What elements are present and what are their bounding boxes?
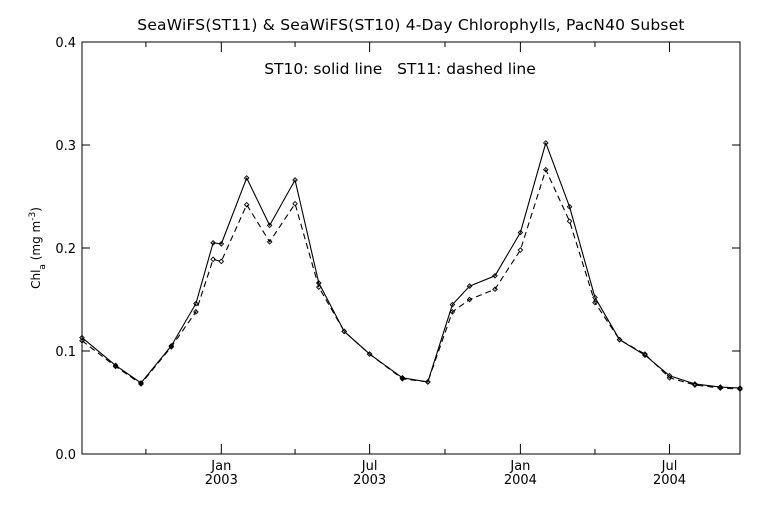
line-style-annotation: ST10: solid line ST11: dashed line [264,60,536,78]
plot-frame [81,41,741,455]
point-st11-6 [218,258,225,265]
y-axis-label-base: Chl [29,270,43,289]
point-st11-4 [193,309,199,315]
chart-title: SeaWiFS(ST11) & SeaWiFS(ST10) 4-Day Chlo… [137,16,684,34]
x-tick-year-label-3: 2004 [653,473,686,488]
point-st11-19 [542,166,549,173]
y-axis-label: Chla (mg m-3) [28,207,48,289]
x-tick-year-label-2: 2004 [504,473,537,488]
point-st10-17 [492,272,498,279]
point-st10-4 [193,300,199,307]
point-st11-0 [79,337,85,344]
point-st11-1 [112,363,119,370]
point-st11-24 [666,374,673,381]
y-tick-label-3: 0.3 [55,139,76,154]
point-st11-22 [616,336,623,343]
point-st11-2 [138,381,144,387]
y-axis-label-mid: (mg m [29,221,43,264]
point-st11-25 [692,382,698,388]
point-st11-7 [243,201,250,208]
point-st11-16 [466,296,473,303]
point-st10-5 [210,240,216,246]
x-tick-month-label-1: Jul [361,459,378,474]
point-st11-13 [399,375,406,382]
x-tick-year-label-1: 2003 [353,473,386,488]
y-tick-label-0: 0.0 [55,448,76,463]
point-st10-0 [79,334,85,341]
point-st11-5 [210,256,216,263]
x-tick-month-label-2: Jan [509,459,530,474]
point-st10-6 [218,241,225,247]
point-st10-18 [517,229,524,236]
point-st10-15 [449,301,456,308]
point-st11-15 [449,309,456,315]
y-tick-label-2: 0.2 [55,242,76,257]
point-st11-9 [292,200,298,207]
point-st11-12 [366,351,373,357]
point-st11-26 [717,385,724,391]
y-tick-label-1: 0.1 [55,345,76,360]
x-tick-month-label-0: Jan [210,459,231,474]
y-axis-label-sub: a [38,264,48,270]
point-st11-10 [315,284,322,290]
y-axis-label-sup: -3 [28,212,38,221]
point-st11-8 [266,238,273,245]
y-tick-label-4: 0.4 [55,36,76,51]
point-st10-13 [399,374,406,381]
series-layer [79,140,743,392]
point-st10-21 [592,294,598,301]
point-st11-23 [642,351,648,357]
point-st10-9 [292,177,298,183]
point-st11-27 [737,386,743,392]
y-axis-label-end: ) [29,207,43,212]
point-st10-7 [243,175,250,181]
point-st10-25 [692,381,698,387]
series-line-st10 [81,142,741,389]
x-tick-year-label-0: 2003 [205,473,238,488]
point-st10-27 [737,385,743,391]
point-st11-17 [492,286,498,293]
point-st11-3 [168,344,175,350]
point-st10-19 [542,140,549,146]
point-st11-20 [566,218,573,225]
series-line-st11 [81,169,741,390]
point-st10-20 [566,203,573,210]
point-st11-11 [341,328,348,335]
point-st10-16 [466,283,473,289]
point-st11-21 [592,299,598,306]
y-axis-ticks: 0.0 0.1 0.2 0.3 0.4 [55,36,740,463]
point-st11-18 [517,247,524,253]
point-st10-26 [717,384,724,390]
point-st10-8 [266,222,273,229]
x-tick-month-label-3: Jul [661,459,678,474]
point-st11-14 [424,379,431,385]
